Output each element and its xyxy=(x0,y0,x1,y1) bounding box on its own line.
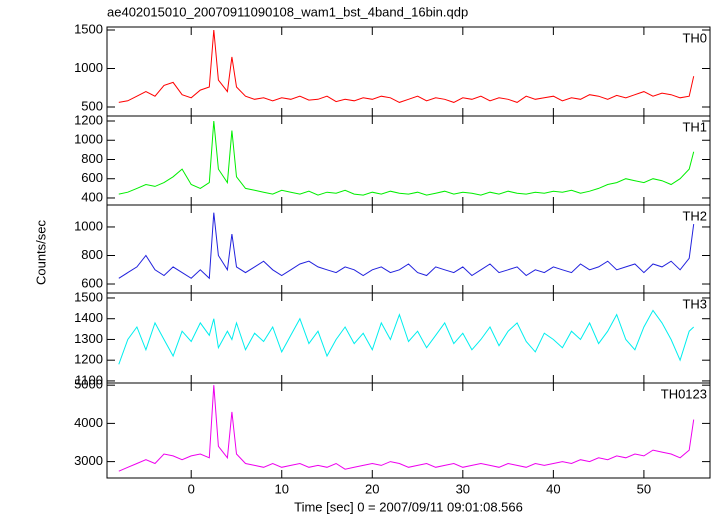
y-tick-label: 600 xyxy=(81,275,103,290)
panel-frame xyxy=(106,292,711,384)
y-tick-label: 400 xyxy=(81,189,103,204)
panel-frame xyxy=(106,115,711,206)
series-label: TH2 xyxy=(682,208,707,223)
y-tick-label: 1300 xyxy=(74,331,103,346)
y-tick-label: 500 xyxy=(81,98,103,113)
y-tick-label: 5000 xyxy=(74,377,103,392)
x-axis-label: Time [sec] 0 = 2007/09/11 09:01:08.566 xyxy=(294,499,523,514)
y-tick-label: 600 xyxy=(81,170,103,185)
x-tick-label: 0 xyxy=(188,481,195,496)
y-tick-label: 800 xyxy=(81,247,103,262)
x-tick-label: 30 xyxy=(456,481,470,496)
light-curve xyxy=(118,29,695,103)
y-tick-label: 4000 xyxy=(74,415,103,430)
panel-frame xyxy=(106,204,711,294)
y-tick-label: 1400 xyxy=(74,310,103,325)
y-tick-label: 1000 xyxy=(74,132,103,147)
light-curve xyxy=(118,385,695,472)
x-tick-label: 40 xyxy=(546,481,560,496)
series-label: TH1 xyxy=(682,119,707,134)
series-label: TH0 xyxy=(682,30,707,45)
y-axis-label: Counts/sec xyxy=(33,219,48,285)
light-curve xyxy=(118,212,695,280)
panel-frame xyxy=(106,26,711,117)
y-tick-label: 1000 xyxy=(74,60,103,75)
series-label: TH3 xyxy=(682,296,707,311)
series-label: TH0123 xyxy=(661,386,707,401)
chart-title: ae402015010_20070911090108_wam1_bst_4ban… xyxy=(107,4,468,19)
y-tick-label: 3000 xyxy=(74,453,103,468)
y-tick-label: 1200 xyxy=(74,352,103,367)
y-tick-label: 1200 xyxy=(74,112,103,127)
light-curve xyxy=(118,120,695,196)
light-curve xyxy=(118,309,695,365)
y-tick-label: 1500 xyxy=(74,289,103,304)
y-tick-label: 800 xyxy=(81,151,103,166)
x-tick-label: 20 xyxy=(365,481,379,496)
panel-frame xyxy=(106,382,711,479)
y-tick-label: 1100 xyxy=(75,372,103,387)
y-tick-label: 1000 xyxy=(74,218,103,233)
y-tick-label: 1500 xyxy=(74,21,103,36)
x-tick-label: 50 xyxy=(637,481,651,496)
x-tick-label: 10 xyxy=(275,481,289,496)
